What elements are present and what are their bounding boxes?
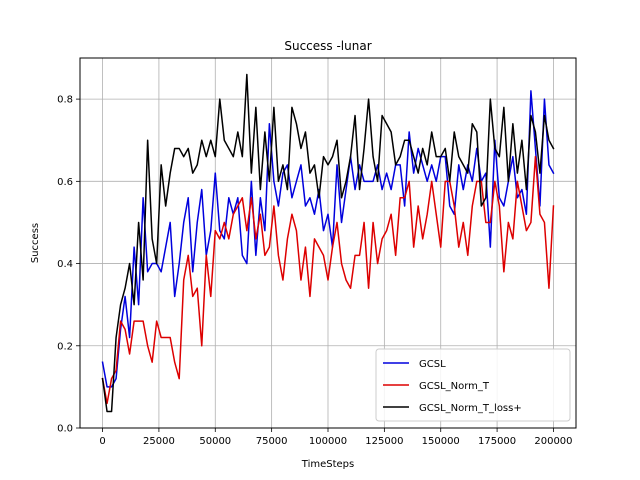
x-axis-label: TimeSteps xyxy=(301,459,354,470)
y-tick-label: 0.0 xyxy=(57,424,73,435)
x-tick-label: 125000 xyxy=(365,436,403,447)
legend-label: GCSL xyxy=(419,359,446,370)
x-tick-label: 0 xyxy=(99,436,105,447)
legend-box xyxy=(375,348,571,422)
legend-label: GCSL_Norm_T_loss+ xyxy=(419,403,522,414)
y-axis-label: Success xyxy=(30,223,41,263)
x-tick-label: 75000 xyxy=(256,436,288,447)
x-tick-label: 150000 xyxy=(422,436,460,447)
y-tick-label: 0.8 xyxy=(57,95,73,106)
x-tick-label: 50000 xyxy=(199,436,231,447)
x-tick-label: 175000 xyxy=(478,436,516,447)
series-line-2 xyxy=(101,155,555,405)
y-tick-label: 0.2 xyxy=(57,341,73,352)
legend: GCSL GCSL_Norm_T GCSL_Norm_T_loss+ xyxy=(375,348,571,422)
x-tick-label: 25000 xyxy=(143,436,175,447)
chart-title: Success -lunar xyxy=(284,39,371,53)
x-axis-ticks: 0 25000 50000 75000 100000 125000 150000 175000… xyxy=(99,428,573,447)
series-line-3 xyxy=(101,73,555,413)
legend-label: GCSL_Norm_T xyxy=(419,381,490,392)
y-axis-ticks: 0.0 0.2 0.4 0.6 0.8 xyxy=(57,95,80,435)
x-tick-label: 100000 xyxy=(309,436,347,447)
y-tick-label: 0.6 xyxy=(57,177,73,188)
y-tick-label: 0.4 xyxy=(57,259,73,270)
x-tick-label: 200000 xyxy=(534,436,572,447)
series-lines xyxy=(101,73,555,413)
